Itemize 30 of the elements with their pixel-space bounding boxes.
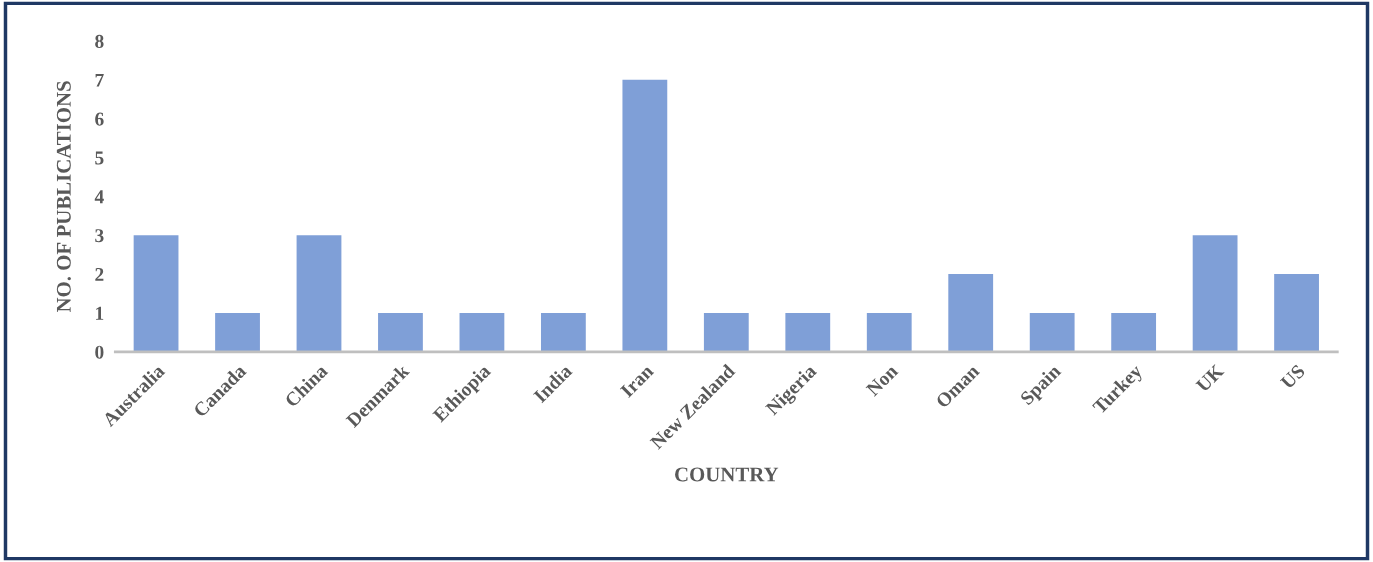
bar [622, 79, 668, 352]
bar [866, 312, 912, 352]
bar [1192, 235, 1238, 352]
y-axis-title: NO. OF PUBLICATIONS [56, 81, 71, 313]
y-tick-label: 7 [95, 73, 104, 87]
bar [296, 235, 342, 352]
y-tick-label: 6 [95, 112, 104, 126]
y-tick-label: 1 [96, 306, 104, 320]
bar [215, 312, 260, 352]
y-tick-label: 3 [95, 229, 104, 243]
bar [378, 312, 423, 352]
y-tick-label: 0 [95, 345, 104, 359]
x-tick-label: Non [865, 363, 899, 397]
bar [133, 235, 179, 352]
x-tick-label: US [1279, 363, 1306, 390]
y-tick-label: 4 [94, 190, 104, 204]
bar [948, 274, 994, 352]
y-tick-label: 2 [95, 267, 104, 281]
x-tick-label: Iran [619, 363, 655, 399]
y-tick-label: 5 [95, 151, 104, 165]
x-tick-label: UK [1195, 363, 1225, 393]
bar [1111, 312, 1157, 352]
y-tick-label: 8 [95, 34, 104, 48]
bar [1274, 274, 1319, 352]
bar [540, 312, 586, 352]
bar [785, 312, 831, 352]
x-axis-title: COUNTRY [675, 467, 779, 482]
bar [1029, 312, 1075, 352]
bar [703, 312, 749, 352]
bar [459, 312, 505, 352]
